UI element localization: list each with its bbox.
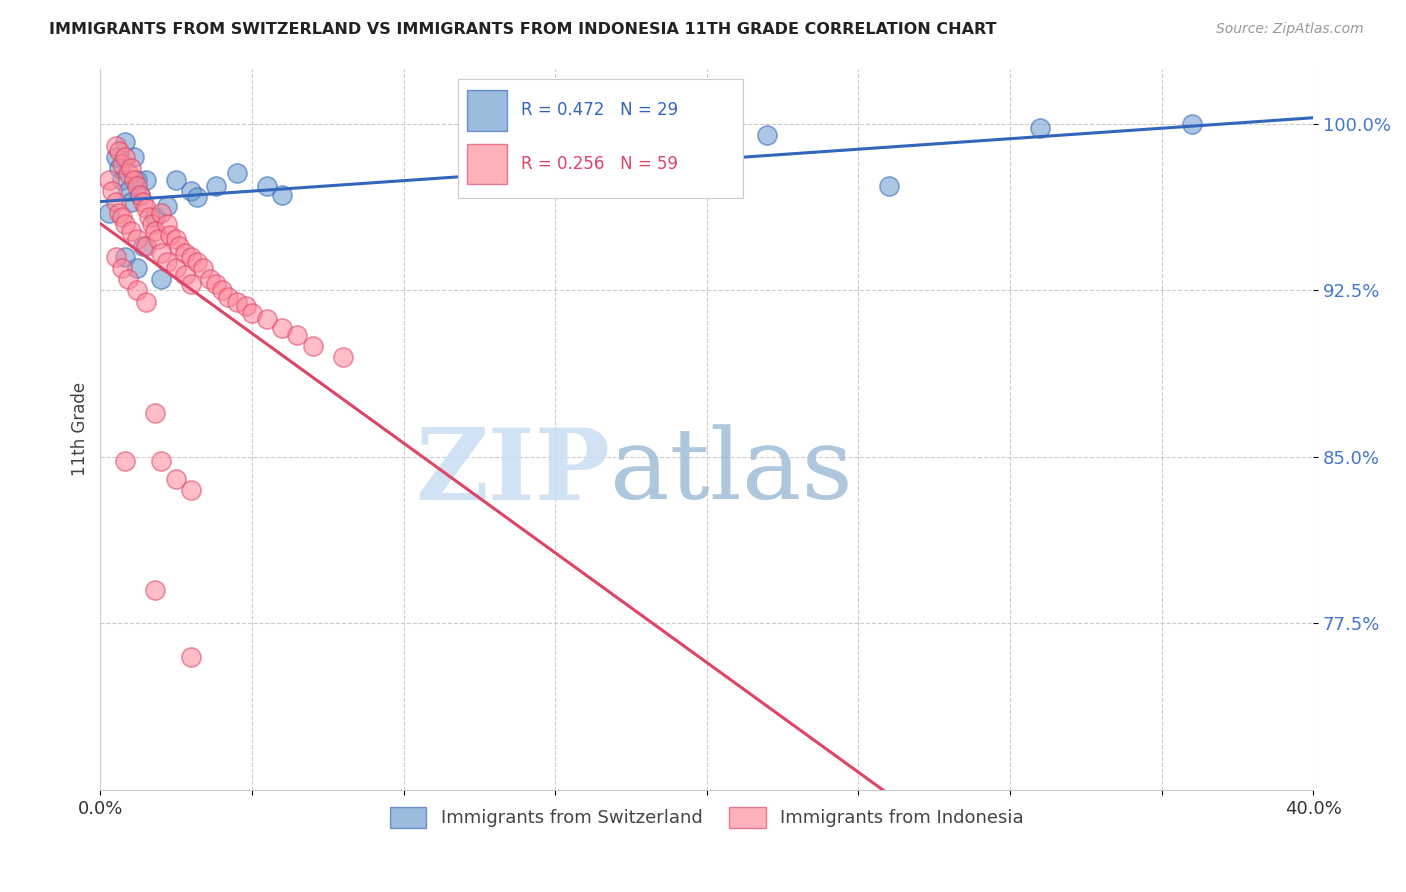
Point: [104, 150, 127, 164]
Point: [107, 144, 129, 158]
Point: [256, 312, 278, 326]
Point: [110, 211, 132, 225]
Point: [132, 239, 155, 253]
Point: [150, 206, 173, 220]
Point: [117, 166, 139, 180]
Point: [104, 194, 127, 209]
Text: Source: ZipAtlas.com: Source: ZipAtlas.com: [1216, 22, 1364, 37]
Point: [180, 277, 202, 291]
Point: [1181, 117, 1204, 131]
Legend: Immigrants from Switzerland, Immigrants from Indonesia: Immigrants from Switzerland, Immigrants …: [382, 800, 1031, 835]
Point: [165, 172, 187, 186]
Point: [125, 232, 148, 246]
Point: [180, 250, 202, 264]
Text: IMMIGRANTS FROM SWITZERLAND VS IMMIGRANTS FROM INDONESIA 11TH GRADE CORRELATION : IMMIGRANTS FROM SWITZERLAND VS IMMIGRANT…: [49, 22, 997, 37]
Y-axis label: 11th Grade: 11th Grade: [72, 382, 89, 476]
Point: [211, 284, 233, 298]
Point: [107, 161, 129, 176]
Point: [128, 188, 150, 202]
Point: [114, 217, 136, 231]
Point: [150, 454, 173, 468]
Point: [186, 254, 208, 268]
Point: [120, 223, 142, 237]
Point: [114, 250, 136, 264]
Point: [146, 232, 169, 246]
Point: [125, 284, 148, 298]
Point: [110, 261, 132, 276]
Point: [180, 184, 202, 198]
Point: [110, 172, 132, 186]
Point: [101, 184, 124, 198]
Point: [165, 472, 187, 486]
Point: [180, 483, 202, 498]
Point: [225, 294, 247, 309]
Point: [104, 250, 127, 264]
Point: [167, 239, 190, 253]
Point: [114, 454, 136, 468]
Point: [143, 406, 166, 420]
Text: atlas: atlas: [610, 425, 852, 520]
Point: [110, 157, 132, 171]
Point: [143, 583, 166, 598]
Point: [180, 649, 202, 664]
Point: [98, 206, 121, 220]
Point: [301, 339, 323, 353]
Point: [156, 217, 179, 231]
Point: [256, 179, 278, 194]
Point: [132, 194, 155, 209]
Point: [204, 179, 226, 194]
Point: [135, 239, 157, 253]
Point: [174, 268, 197, 282]
Point: [1029, 121, 1052, 136]
Point: [756, 128, 779, 142]
Point: [193, 261, 215, 276]
Point: [122, 150, 145, 164]
Point: [240, 306, 263, 320]
Point: [125, 179, 148, 194]
Point: [150, 245, 173, 260]
Point: [117, 272, 139, 286]
Point: [125, 261, 148, 276]
Point: [104, 139, 127, 153]
Point: [225, 166, 247, 180]
Point: [665, 139, 688, 153]
Point: [107, 206, 129, 220]
Point: [143, 223, 166, 237]
Point: [135, 172, 157, 186]
Point: [156, 199, 179, 213]
Point: [271, 188, 294, 202]
Point: [114, 150, 136, 164]
Point: [287, 327, 309, 342]
Point: [135, 294, 157, 309]
Point: [98, 172, 121, 186]
Point: [198, 272, 221, 286]
Point: [159, 227, 181, 242]
Point: [332, 350, 354, 364]
Point: [877, 179, 900, 194]
Point: [120, 194, 142, 209]
Point: [143, 211, 166, 225]
Text: ZIP: ZIP: [415, 424, 610, 521]
Point: [138, 211, 160, 225]
Point: [186, 190, 208, 204]
Point: [120, 161, 142, 176]
Point: [128, 188, 150, 202]
Point: [174, 245, 197, 260]
Point: [125, 172, 148, 186]
Point: [165, 232, 187, 246]
Point: [217, 290, 239, 304]
Point: [141, 217, 163, 231]
Point: [235, 299, 257, 313]
Point: [122, 172, 145, 186]
Point: [117, 184, 139, 198]
Point: [156, 254, 179, 268]
Point: [150, 272, 173, 286]
Point: [135, 202, 157, 216]
Point: [271, 321, 294, 335]
Point: [204, 277, 226, 291]
Point: [114, 135, 136, 149]
Point: [165, 261, 187, 276]
